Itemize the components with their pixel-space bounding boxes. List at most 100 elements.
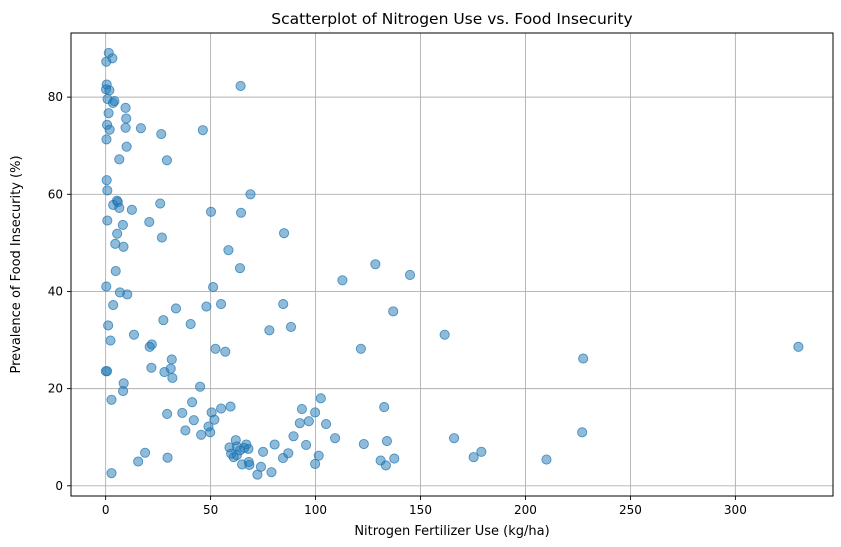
data-point xyxy=(216,403,227,414)
data-point xyxy=(296,403,307,415)
data-point xyxy=(449,433,460,444)
y-tick-label: 0 xyxy=(55,479,63,493)
data-point xyxy=(120,102,131,113)
data-point xyxy=(294,418,305,429)
data-point xyxy=(121,113,132,124)
data-point xyxy=(101,175,112,186)
data-point xyxy=(162,408,173,419)
data-point xyxy=(235,80,246,92)
data-point xyxy=(205,206,217,217)
data-point xyxy=(101,281,112,292)
data-point xyxy=(381,436,392,447)
data-point xyxy=(380,460,391,471)
data-point xyxy=(225,401,236,412)
data-point xyxy=(109,95,120,107)
data-point xyxy=(196,429,207,440)
data-point xyxy=(170,303,182,314)
data-point xyxy=(244,459,255,470)
y-tick-label: 80 xyxy=(48,90,63,104)
data-point xyxy=(195,381,206,392)
data-point xyxy=(188,415,199,426)
data-point xyxy=(303,416,314,427)
plot-area-frame xyxy=(70,32,834,497)
data-point xyxy=(104,124,115,135)
data-point xyxy=(197,125,208,136)
data-point xyxy=(258,446,269,457)
data-point xyxy=(234,263,246,274)
x-tick-label: 100 xyxy=(304,503,327,517)
data-point xyxy=(101,56,112,67)
data-point xyxy=(355,343,366,354)
data-point xyxy=(112,228,123,239)
data-point xyxy=(114,154,125,165)
data-point xyxy=(220,346,231,357)
data-point xyxy=(310,458,321,469)
data-point xyxy=(101,134,112,145)
grid-lines xyxy=(71,33,833,496)
data-point xyxy=(120,122,131,133)
data-point xyxy=(144,341,155,352)
data-point xyxy=(180,425,191,436)
data-point xyxy=(106,468,117,479)
x-tick-label: 0 xyxy=(102,503,110,517)
data-point xyxy=(210,343,221,354)
data-point xyxy=(102,215,113,226)
data-point xyxy=(252,469,263,480)
data-point xyxy=(330,433,341,444)
data-point xyxy=(104,85,115,96)
data-point xyxy=(114,202,125,213)
data-point xyxy=(541,454,552,465)
data-point xyxy=(216,299,227,310)
data-point xyxy=(266,467,277,478)
axis-ticks: 0 50 100 150 200 250 300 0 20 40 60 80 xyxy=(48,90,747,517)
data-point xyxy=(135,123,146,134)
x-tick-label: 150 xyxy=(409,503,432,517)
data-point xyxy=(245,189,256,200)
data-point xyxy=(288,431,299,442)
data-point xyxy=(128,329,140,340)
y-tick-label: 40 xyxy=(48,284,63,298)
x-tick-label: 250 xyxy=(619,503,642,517)
data-point xyxy=(379,402,390,413)
data-point xyxy=(167,372,178,383)
data-point xyxy=(209,414,220,425)
data-point xyxy=(158,315,169,326)
x-axis-label: Nitrogen Fertilizer Use (kg/ha) xyxy=(354,524,549,539)
data-point xyxy=(110,266,121,277)
data-point xyxy=(264,325,275,336)
data-point xyxy=(285,321,297,332)
data-point xyxy=(159,367,170,378)
data-point xyxy=(121,141,132,152)
data-point xyxy=(370,259,381,270)
data-point xyxy=(118,386,129,397)
data-point xyxy=(166,354,177,365)
data-point xyxy=(468,452,479,463)
data-point xyxy=(208,282,219,293)
data-point xyxy=(146,362,157,373)
data-point xyxy=(310,407,321,418)
data-point xyxy=(313,450,324,461)
x-tick-label: 200 xyxy=(514,503,537,517)
data-point xyxy=(140,447,151,458)
data-point xyxy=(126,204,137,215)
data-point xyxy=(243,443,254,454)
data-point xyxy=(108,300,119,311)
data-point xyxy=(439,329,450,340)
data-point xyxy=(476,446,487,457)
data-point xyxy=(177,407,188,418)
data-point xyxy=(279,228,290,239)
data-point xyxy=(102,185,113,196)
data-point xyxy=(185,318,196,330)
data-point xyxy=(161,155,172,166)
data-points xyxy=(100,47,804,480)
data-point xyxy=(320,419,332,430)
data-point xyxy=(201,301,212,312)
data-point xyxy=(315,393,326,404)
data-point xyxy=(404,269,416,280)
data-point xyxy=(231,450,242,461)
data-point xyxy=(133,456,144,467)
data-point xyxy=(277,453,289,464)
data-point xyxy=(122,289,133,300)
data-point xyxy=(162,452,173,463)
y-axis-label: Prevalence of Food Insecurity (%) xyxy=(9,155,24,373)
